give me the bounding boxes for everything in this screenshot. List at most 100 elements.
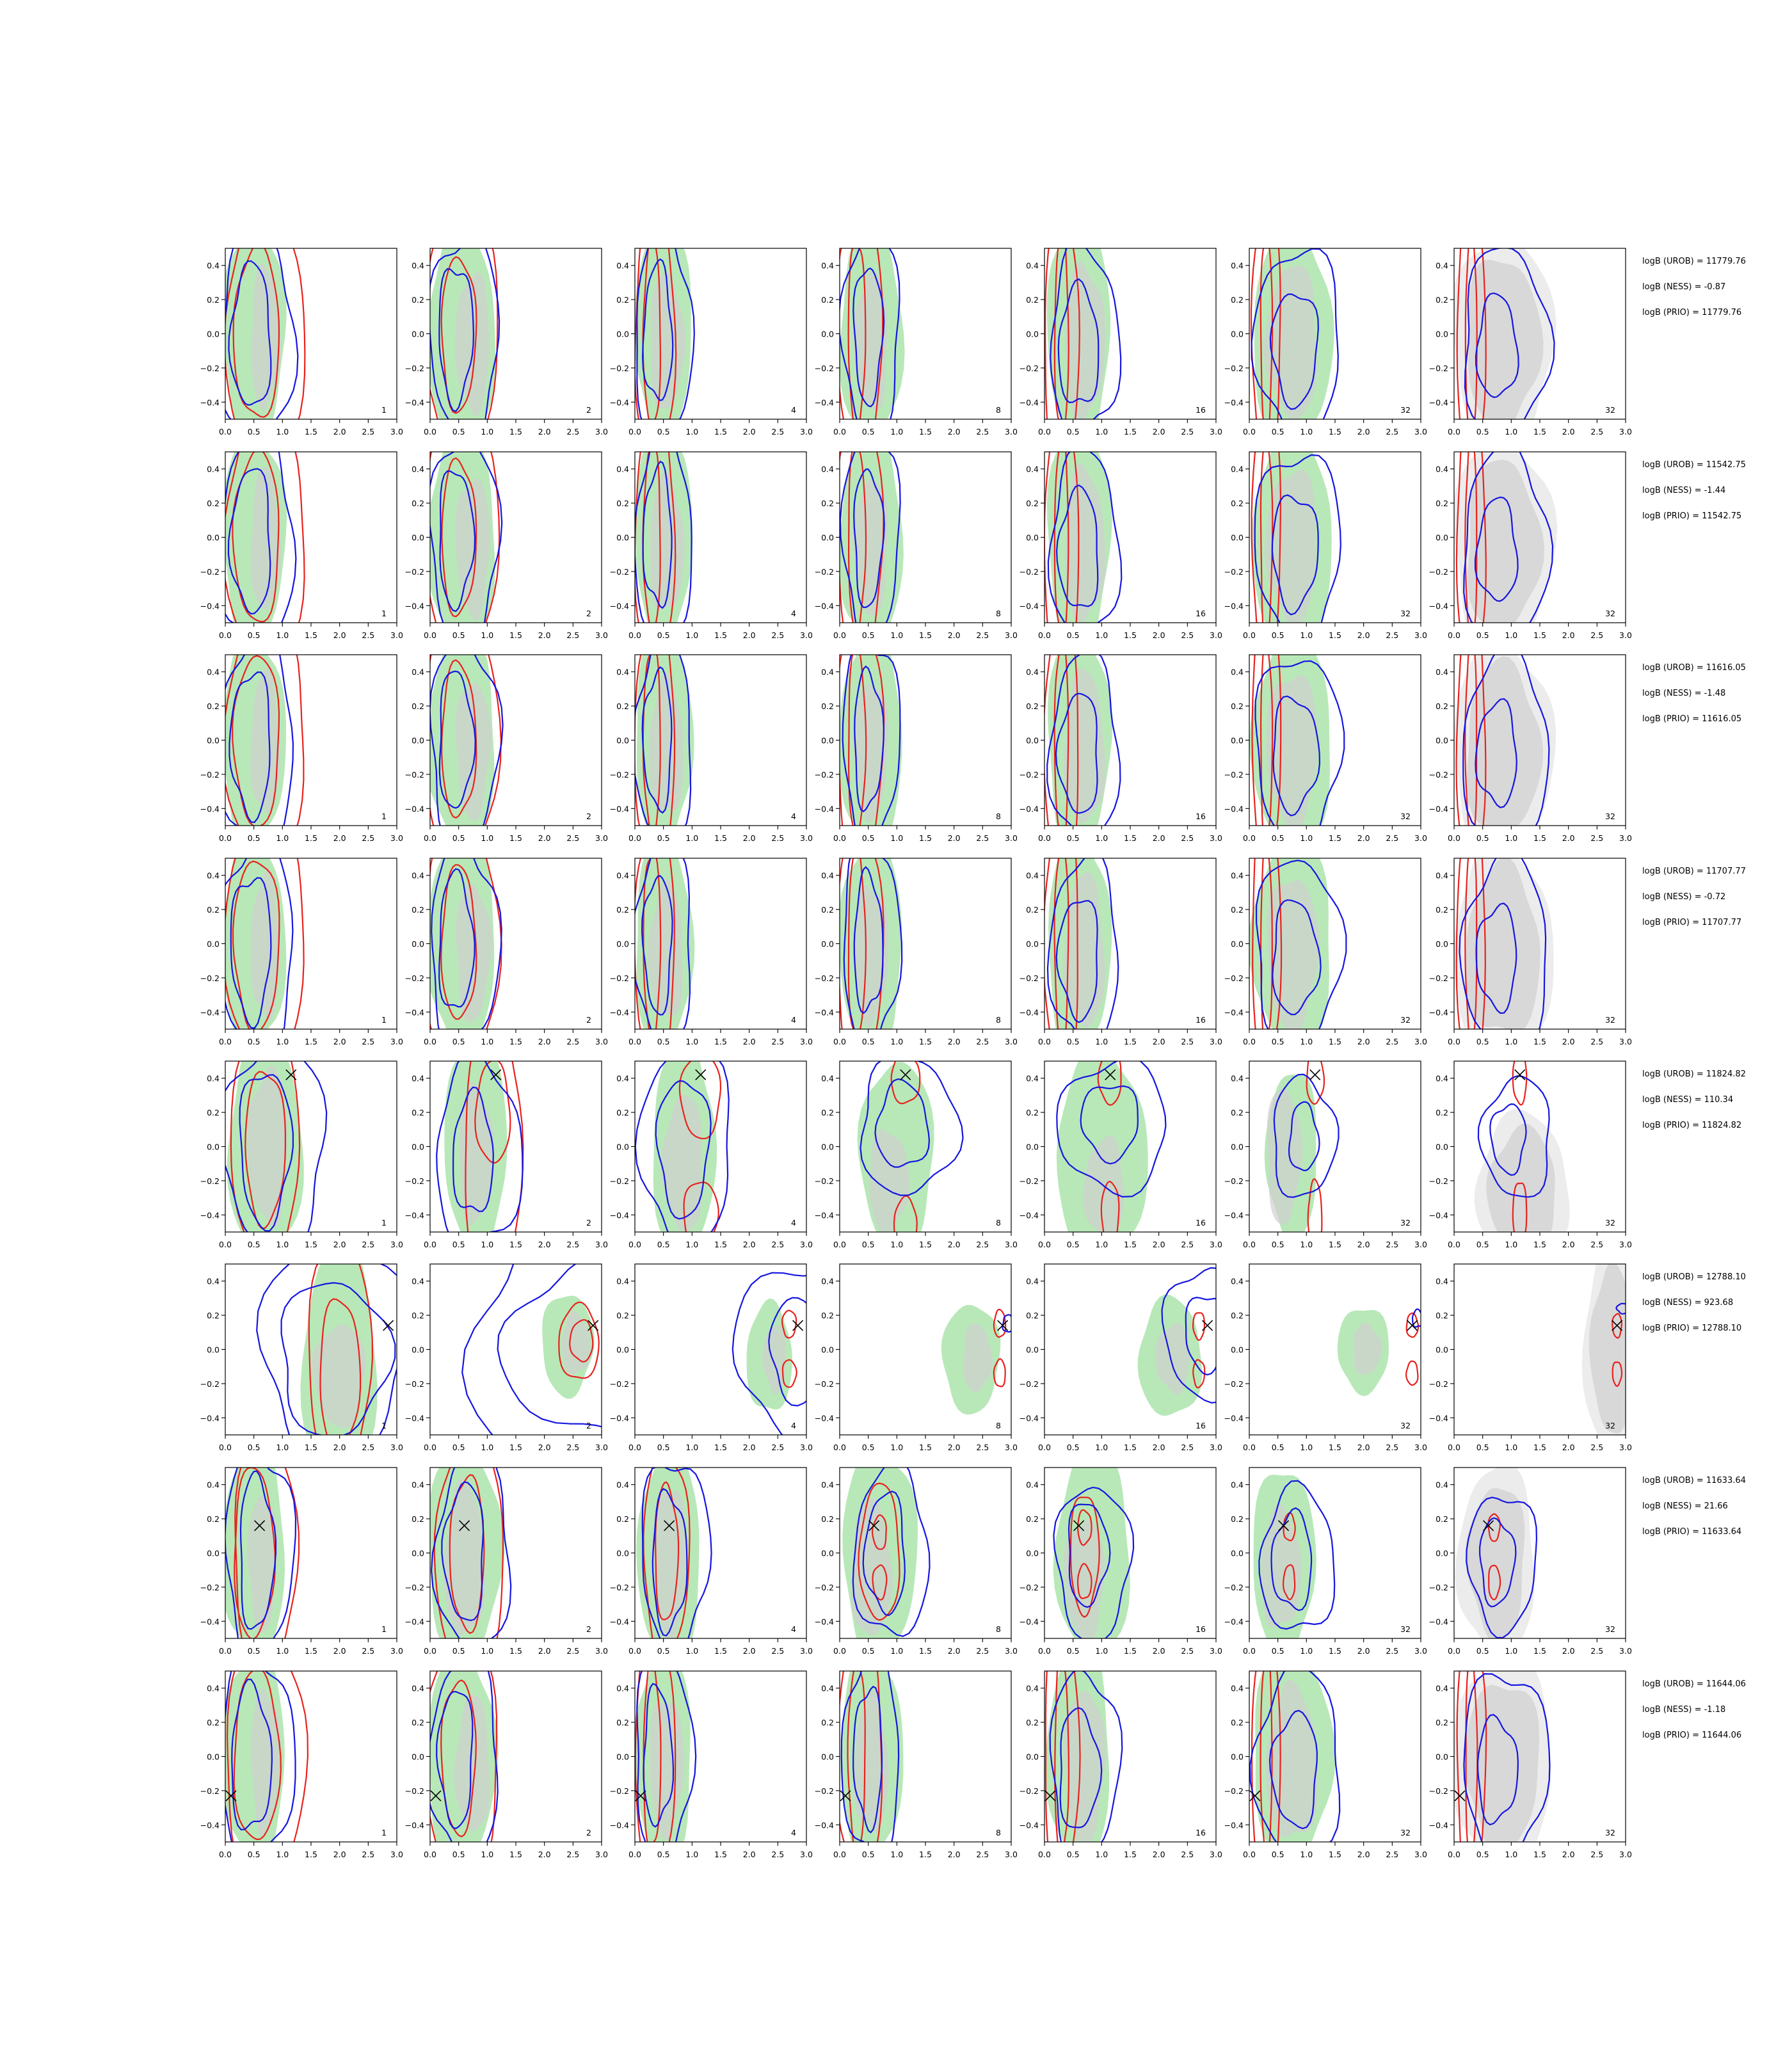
red-contour xyxy=(1455,655,1487,826)
x-tick-label: 3.0 xyxy=(390,833,403,843)
logb-annotation: logB (PRIO) = 11633.64 xyxy=(1642,1527,1741,1537)
x-tick-label: 1.5 xyxy=(714,427,727,436)
x-tick-label: 1.0 xyxy=(1300,833,1313,843)
logb-annotation: logB (UROB) = 11644.06 xyxy=(1642,1679,1746,1689)
y-tick-label: −0.2 xyxy=(200,1379,220,1389)
red-contour xyxy=(232,860,280,1029)
y-tick-label: −0.2 xyxy=(1224,1786,1244,1796)
y-tick-label: 0.0 xyxy=(412,1549,424,1558)
y-tick-label: 0.4 xyxy=(1026,1684,1039,1693)
panel-r8-c1 xyxy=(225,1671,309,1842)
panel-r1-c7 xyxy=(1454,248,1556,419)
x-tick-label: 2.5 xyxy=(1181,1037,1194,1046)
x-tick-label: 3.0 xyxy=(1619,427,1632,436)
blue-contour xyxy=(1053,1486,1135,1638)
x-tick-label: 1.0 xyxy=(481,427,493,436)
y-tick-label: 0.4 xyxy=(1026,1480,1039,1490)
x-tick-label: 2.0 xyxy=(1153,630,1165,640)
red-contour xyxy=(1097,1061,1122,1106)
x-tick-label: 2.0 xyxy=(333,630,346,640)
y-tick-label: 0.0 xyxy=(1026,533,1039,543)
y-tick-label: 0.4 xyxy=(1436,465,1448,474)
gray-inner-fill xyxy=(1265,1679,1318,1837)
y-tick-label: −0.2 xyxy=(1429,1583,1448,1592)
y-tick-label: −0.4 xyxy=(610,1210,629,1220)
true-value-marker xyxy=(635,1790,646,1802)
blue-contour xyxy=(635,1061,730,1232)
y-tick-label: 0.4 xyxy=(1436,1684,1448,1693)
y-tick-label: −0.4 xyxy=(610,804,629,813)
x-tick-label: 1.5 xyxy=(305,630,317,640)
x-tick-label: 2.5 xyxy=(1181,630,1194,640)
y-tick-label: −0.4 xyxy=(815,1413,834,1423)
red-contour xyxy=(993,1358,1006,1388)
blue-contour xyxy=(1476,1714,1519,1826)
logb-annotation: logB (UROB) = 11633.64 xyxy=(1642,1476,1746,1485)
x-tick-label: 1.0 xyxy=(1300,630,1313,640)
y-tick-label: −0.4 xyxy=(1020,804,1039,813)
x-tick-label: 1.0 xyxy=(1095,833,1108,843)
y-tick-label: 0.4 xyxy=(1231,261,1244,271)
x-tick-label: 1.5 xyxy=(509,1443,522,1452)
y-tick-label: −0.2 xyxy=(200,770,220,780)
y-tick-label: −0.4 xyxy=(200,1617,220,1626)
y-tick-label: 0.2 xyxy=(616,1514,629,1524)
x-tick-label: 3.0 xyxy=(1414,1240,1427,1249)
red-contour xyxy=(1100,1181,1120,1232)
blue-contour xyxy=(1475,902,1517,1014)
gray-inner-fill xyxy=(648,671,684,812)
x-tick-label: 2.5 xyxy=(1386,1240,1398,1249)
x-tick-label: 1.0 xyxy=(481,1443,493,1452)
true-value-marker xyxy=(664,1520,675,1532)
y-tick-label: 0.4 xyxy=(1026,1074,1039,1084)
x-tick-label: 2.5 xyxy=(771,1850,784,1859)
panel-r1-c5 xyxy=(1044,248,1122,419)
x-tick-label: 0.0 xyxy=(1243,833,1256,843)
y-tick-label: 0.2 xyxy=(616,905,629,915)
red-contour xyxy=(1251,655,1282,826)
sample-count-label: 32 xyxy=(1605,405,1615,415)
y-tick-label: 0.4 xyxy=(412,465,424,474)
red-contour xyxy=(1464,452,1478,623)
y-tick-label: 0.4 xyxy=(1231,465,1244,474)
axes-frame xyxy=(1249,1263,1421,1436)
x-tick-label: 1.0 xyxy=(1095,1037,1108,1046)
y-tick-label: −0.2 xyxy=(200,1583,220,1592)
y-tick-label: 0.2 xyxy=(412,499,424,508)
y-tick-label: −0.4 xyxy=(200,1210,220,1220)
y-tick-label: −0.4 xyxy=(610,601,629,611)
y-tick-label: 0.4 xyxy=(207,668,220,677)
panel-r6-c4 xyxy=(941,1304,1011,1415)
logb-annotation: logB (PRIO) = 12788.10 xyxy=(1642,1324,1741,1333)
blue-contour xyxy=(438,670,476,809)
red-contour xyxy=(1464,858,1478,1029)
panel-r7-c4 xyxy=(842,1468,931,1638)
x-tick-label: 3.0 xyxy=(800,1646,813,1656)
sample-count-label: 32 xyxy=(1605,1218,1615,1228)
x-tick-label: 2.0 xyxy=(1153,1850,1165,1859)
blue-contour xyxy=(1047,452,1123,623)
blue-contour xyxy=(641,258,674,401)
red-contour xyxy=(1053,452,1069,623)
x-tick-label: 1.5 xyxy=(509,1646,522,1656)
x-tick-label: 1.5 xyxy=(919,1037,932,1046)
y-tick-label: 0.2 xyxy=(412,1311,424,1320)
sample-count-label: 16 xyxy=(1196,609,1206,618)
blue-contour xyxy=(1059,1707,1103,1828)
x-tick-label: 2.0 xyxy=(948,1037,961,1046)
x-tick-label: 0.5 xyxy=(1476,1037,1489,1046)
sample-count-label: 2 xyxy=(586,1828,591,1837)
red-contour xyxy=(1306,1061,1325,1105)
y-tick-label: 0.4 xyxy=(1026,261,1039,271)
panel-r4-c4 xyxy=(840,858,903,1029)
sample-count-label: 32 xyxy=(1400,1421,1411,1430)
y-tick-label: 0.4 xyxy=(616,1684,629,1693)
panel-r8-c3 xyxy=(635,1671,697,1842)
x-tick-label: 2.5 xyxy=(1386,630,1398,640)
x-tick-label: 2.0 xyxy=(538,1443,551,1452)
y-tick-label: −0.4 xyxy=(200,397,220,407)
y-tick-label: 0.2 xyxy=(1026,1108,1039,1117)
x-tick-label: 3.0 xyxy=(1005,1037,1018,1046)
panel-r3-c3 xyxy=(635,655,694,826)
